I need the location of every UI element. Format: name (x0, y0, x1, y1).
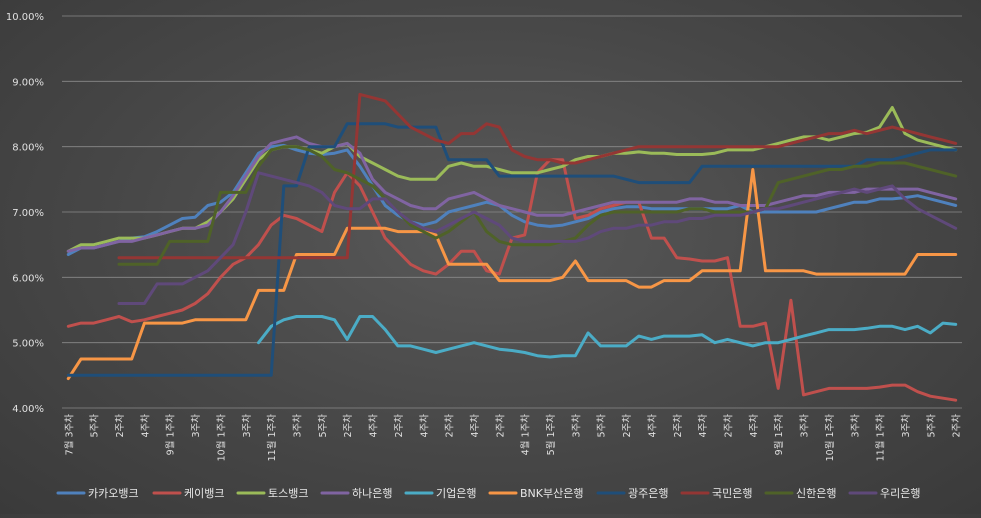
y-tick-label: 5.00% (12, 339, 44, 350)
y-tick-label: 4.00% (12, 404, 44, 415)
legend-label: 광주은행 (628, 487, 668, 500)
x-tick-label: 4주차 (139, 414, 151, 438)
legend-label: 기업은행 (436, 487, 476, 500)
x-tick-label: 2주차 (951, 414, 963, 438)
legend-label: 케이뱅크 (184, 487, 224, 500)
series-layer (66, 92, 958, 402)
x-tick-label: 4주차 (418, 414, 430, 438)
legend-label: 하나은행 (352, 486, 392, 500)
x-axis: 7월 3주차 5주차 2주차 4주차 9월 1주차 3주차 10월 1주차 3주차 11월 1주… (63, 414, 962, 462)
y-tick-label: 8.00% (12, 143, 44, 154)
x-tick-label: 2주차 (722, 414, 734, 438)
y-tick-label: 6.00% (12, 273, 44, 284)
x-tick-label: 5월 1주차 (545, 414, 557, 456)
series-line-8 (117, 145, 958, 266)
y-tick-label: 9.00% (12, 77, 44, 88)
x-tick-label: 9월 1주차 (773, 414, 785, 456)
x-tick-label: 9월 1주차 (165, 414, 177, 456)
legend-label: BNK부산은행 (520, 487, 583, 500)
x-tick-label: 5주차 (596, 414, 608, 438)
x-tick-label: 11월 1주차 (875, 414, 887, 462)
x-tick-label: 4주차 (469, 414, 481, 438)
x-tick-label: 3주차 (900, 414, 912, 438)
x-tick-label: 7월 3주차 (63, 414, 75, 456)
x-tick-label: 3주차 (799, 414, 811, 438)
x-tick-label: 5주차 (317, 414, 329, 438)
x-tick-label: 5주차 (89, 414, 101, 438)
legend: 카카오뱅크 케이뱅크 토스뱅크 하나은행 기업은행 BNK부산은행 광주은행 국민은행 신한은행… (56, 486, 920, 500)
x-tick-label: 5주차 (925, 414, 937, 438)
legend-label: 우리은행 (880, 487, 920, 500)
x-tick-label: 10월 1주차 (215, 414, 227, 462)
legend-label: 토스뱅크 (268, 487, 308, 500)
x-tick-label: 2주차 (393, 414, 405, 438)
x-tick-label: 4월 1주차 (520, 414, 532, 456)
y-tick-label: 10.00% (6, 12, 44, 23)
x-tick-label: 2주차 (342, 414, 354, 438)
x-tick-label: 3주차 (292, 414, 304, 438)
x-tick-label: 2주차 (672, 414, 684, 438)
x-tick-label: 2주차 (114, 414, 126, 438)
series-line-5 (66, 168, 958, 381)
x-tick-label: 4주차 (646, 414, 658, 438)
y-axis: 4.00% 5.00% 6.00% 7.00% 8.00% 9.00% 10.00% (6, 12, 44, 415)
x-tick-label: 10월 1주차 (824, 414, 836, 462)
x-tick-label: 2주차 (621, 414, 633, 438)
x-tick-label: 3주차 (849, 414, 861, 438)
legend-label: 국민은행 (712, 487, 752, 500)
y-tick-label: 7.00% (12, 208, 44, 219)
x-tick-label: 3주차 (241, 414, 253, 438)
x-tick-label: 11월 1주차 (266, 414, 278, 462)
x-tick-label: 4주차 (748, 414, 760, 438)
legend-label: 신한은행 (796, 487, 836, 500)
x-tick-label: 2주차 (444, 414, 456, 438)
x-tick-label: 4주차 (368, 414, 380, 438)
x-tick-label: 3주차 (190, 414, 202, 438)
series-line-6 (66, 122, 958, 377)
series-line-4 (257, 315, 958, 359)
legend-label: 카카오뱅크 (88, 487, 139, 500)
series-line-7 (117, 92, 958, 260)
series-line-2 (66, 106, 958, 253)
series-line-9 (117, 171, 958, 305)
x-tick-label: 3주차 (570, 414, 582, 438)
grid-layer (62, 15, 962, 409)
series-line-3 (66, 135, 958, 253)
x-tick-label: 2주차 (494, 414, 506, 438)
x-tick-label: 4주차 (697, 414, 709, 438)
